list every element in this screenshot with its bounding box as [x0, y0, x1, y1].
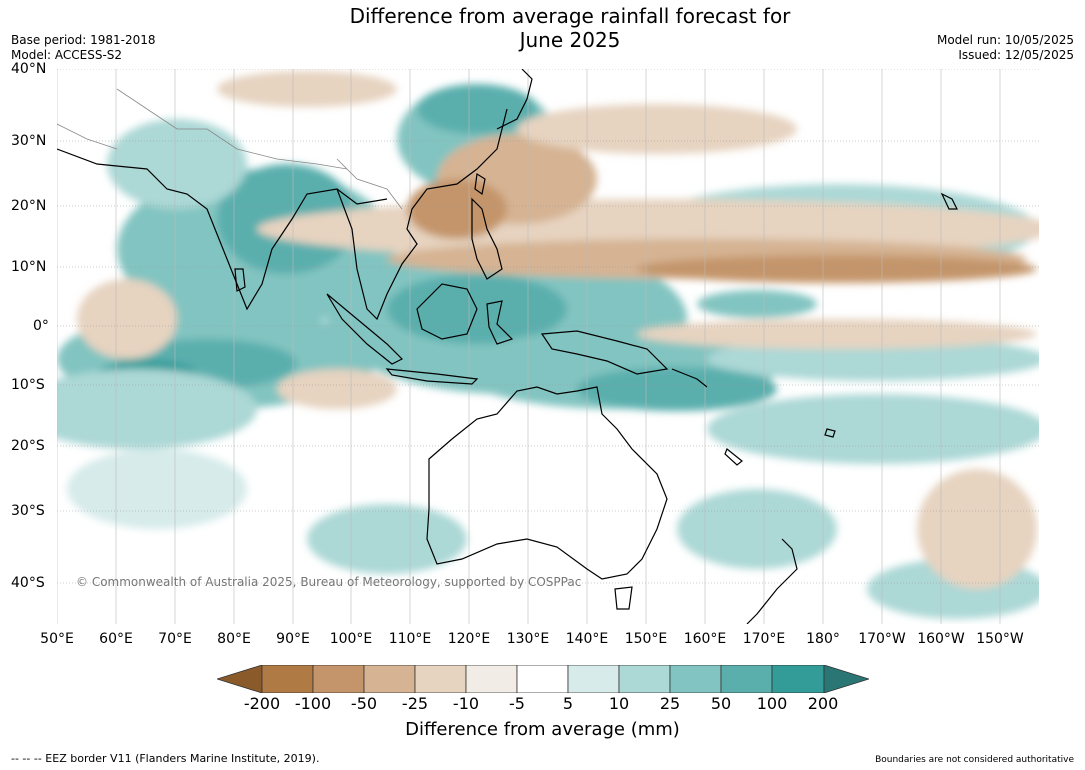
- meta-left: Base period: 1981-2018 Model: ACCESS-S2: [11, 33, 156, 63]
- lon-label-80e: 80°E: [217, 631, 251, 647]
- lat-label-20n: 20°N: [11, 198, 47, 214]
- new-guinea-coast: [540, 330, 669, 375]
- colorbar-bin: [261, 665, 314, 693]
- lon-label-160e: 160°E: [683, 631, 727, 647]
- colorbar-label: 10: [608, 694, 630, 713]
- lon-label-130e: 130°E: [506, 631, 550, 647]
- new-zealand-coast: [746, 538, 798, 624]
- base-period-text: Base period: 1981-2018: [11, 33, 156, 47]
- meta-right: Model run: 10/05/2025 Issued: 12/05/2025: [937, 33, 1074, 63]
- sumatra-coast: [326, 293, 404, 365]
- lon-label-170e: 170°E: [742, 631, 786, 647]
- colorbar-label: -100: [294, 694, 332, 713]
- colorbar-title: Difference from average (mm): [405, 719, 680, 740]
- model-run-text: Model run: 10/05/2025: [936, 33, 1074, 47]
- map-title-line1: Difference from average rainfall forecas…: [349, 4, 791, 28]
- colorbar-label: -200: [243, 694, 281, 713]
- rainfall-anomaly-map: [57, 69, 1039, 624]
- colorbar-label: 100: [756, 694, 788, 713]
- colorbar-bin: [516, 665, 569, 693]
- lat-label-40s: 40°S: [11, 575, 45, 591]
- colorbar-bin: [363, 665, 416, 693]
- fiji-coast: [824, 428, 836, 438]
- colorbar-bin: [618, 665, 671, 693]
- lon-label-170w: 170°W: [858, 631, 906, 647]
- lon-label-180: 180°: [806, 631, 840, 647]
- lon-label-90e: 90°E: [276, 631, 310, 647]
- lon-label-120e: 120°E: [447, 631, 491, 647]
- japan-coast: [496, 69, 533, 130]
- coastlines: [57, 69, 958, 624]
- colorbar-label: -25: [401, 694, 429, 713]
- lon-label-150e: 150°E: [624, 631, 668, 647]
- indochina-coast: [336, 108, 508, 321]
- anomaly-fields: [57, 71, 1039, 619]
- map-title: Difference from average rainfall forecas…: [270, 4, 870, 52]
- lat-label-10s: 10°S: [11, 377, 45, 393]
- tasmania-coast: [614, 586, 633, 610]
- colorbar-high-arrow: [823, 665, 869, 693]
- colorbar-label: 50: [710, 694, 732, 713]
- new-caledonia-coast: [724, 448, 743, 466]
- colorbar-label: -50: [350, 694, 378, 713]
- lon-label-110e: 110°E: [388, 631, 432, 647]
- colorbar-label: 5: [562, 694, 574, 713]
- lon-label-50e: 50°E: [40, 631, 74, 647]
- map-title-line2: June 2025: [519, 28, 621, 52]
- australia-coast: [426, 386, 668, 580]
- lon-label-150w: 150°W: [976, 631, 1024, 647]
- colorbar-label: 200: [807, 694, 839, 713]
- model-text: Model: ACCESS-S2: [11, 48, 123, 62]
- lat-label-20s: 20°S: [11, 438, 45, 454]
- boundaries-disclaimer: Boundaries are not considered authoritat…: [875, 755, 1074, 765]
- sulawesi-coast: [486, 300, 514, 345]
- colorbar-label: 25: [659, 694, 681, 713]
- meridians: [57, 69, 1001, 624]
- borneo-coast: [416, 283, 478, 340]
- lon-label-70e: 70°E: [158, 631, 192, 647]
- india-coast: [57, 148, 388, 311]
- lon-label-160w: 160°W: [917, 631, 965, 647]
- solomon-coast: [671, 368, 708, 388]
- colorbar-bin: [771, 665, 825, 693]
- lat-label-40n: 40°N: [11, 61, 47, 77]
- lat-label-30n: 30°N: [11, 133, 47, 149]
- copyright-notice: © Commonwealth of Australia 2025, Bureau…: [76, 575, 582, 589]
- lat-label-30s: 30°S: [11, 503, 45, 519]
- philippines-coast: [471, 197, 503, 280]
- colorbar: [217, 665, 869, 693]
- sri-lanka-coast: [234, 268, 246, 292]
- colorbar-bin: [414, 665, 467, 693]
- country-borders: [57, 88, 403, 210]
- colorbar-bin: [465, 665, 518, 693]
- taiwan-coast: [474, 172, 486, 196]
- eez-border-note: -- -- -- EEZ border V11 (Flanders Marine…: [11, 752, 320, 765]
- lon-label-140e: 140°E: [565, 631, 609, 647]
- colorbar-bin: [567, 665, 620, 693]
- java-coast: [385, 368, 479, 385]
- colorbar-bin: [669, 665, 722, 693]
- lat-label-0: 0°: [33, 318, 49, 334]
- colorbar-bin: [312, 665, 365, 693]
- map-svg: [57, 69, 1039, 624]
- colorbar-label: -5: [509, 694, 525, 713]
- colorbar-label: -10: [452, 694, 480, 713]
- lat-label-10n: 10°N: [11, 259, 47, 275]
- lon-label-100e: 100°E: [329, 631, 373, 647]
- colorbar-low-arrow: [217, 665, 263, 693]
- lon-label-60e: 60°E: [99, 631, 133, 647]
- hawaii-coast: [940, 192, 958, 210]
- issued-text: Issued: 12/05/2025: [958, 48, 1074, 62]
- colorbar-bin: [720, 665, 773, 693]
